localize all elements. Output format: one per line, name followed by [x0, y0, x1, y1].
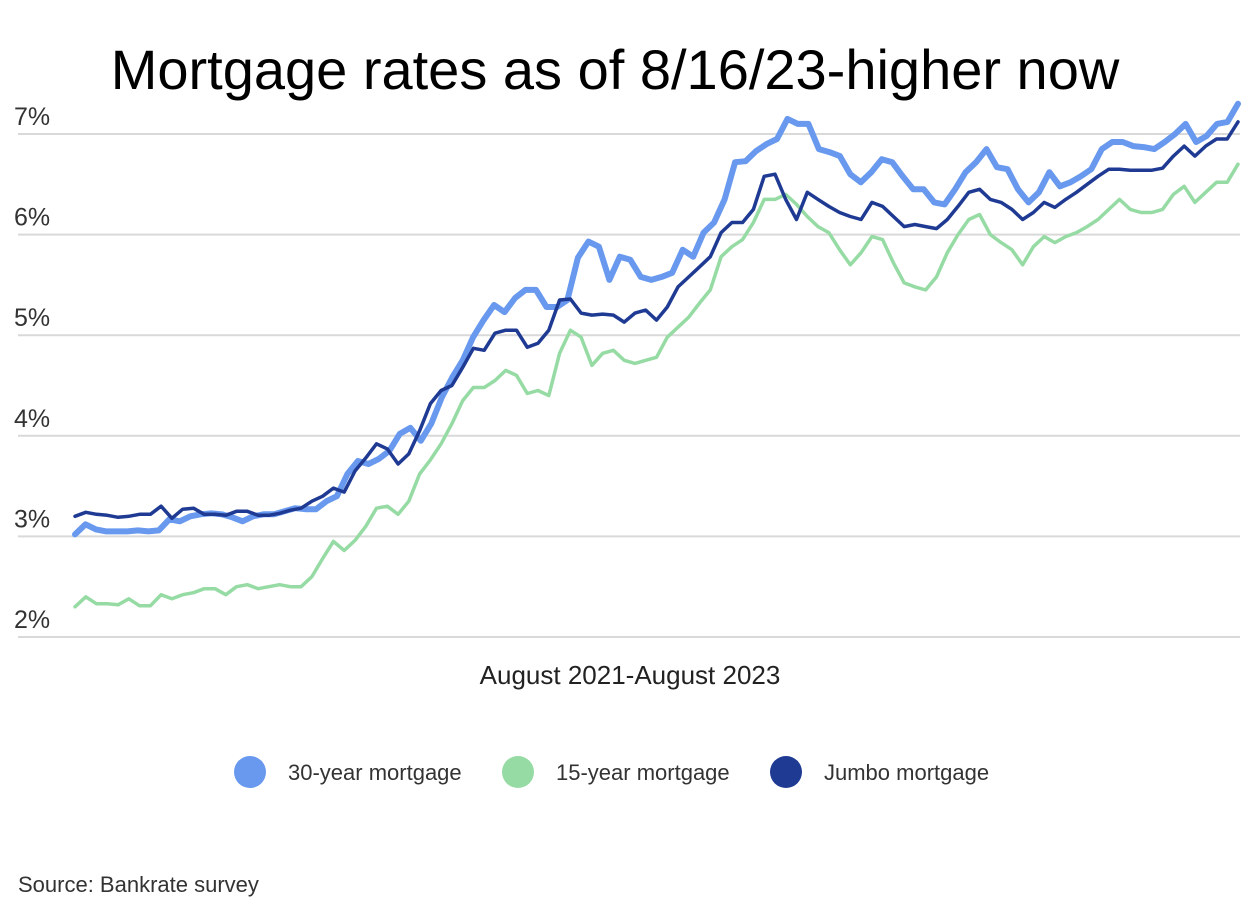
legend-marker [502, 756, 534, 788]
legend-label: 15-year mortgage [556, 760, 730, 785]
series-line-15-year-mortgage [73, 162, 1240, 609]
chart-title: Mortgage rates as of 8/16/23-higher now [111, 38, 1120, 101]
series-line-jumbo-mortgage [73, 120, 1240, 521]
y-tick-label: 7% [14, 103, 50, 131]
legend-marker [234, 756, 266, 788]
series-lines [72, 100, 1241, 609]
y-tick-label: 5% [14, 304, 50, 332]
legend-label: 30-year mortgage [288, 760, 462, 785]
y-axis-ticks: 2% 3% 4% 5% 6% 7% [14, 103, 50, 634]
y-tick-label: 4% [14, 405, 50, 433]
x-axis-label: August 2021-August 2023 [480, 660, 781, 690]
y-tick-label: 6% [14, 204, 50, 232]
y-tick-label: 2% [14, 606, 50, 634]
legend: 30-year mortgage 15-year mortgage Jumbo mo… [234, 756, 989, 788]
legend-marker [770, 756, 802, 788]
source-note: Source: Bankrate survey [18, 872, 259, 897]
gridlines [18, 133, 1240, 638]
y-tick-label: 3% [14, 505, 50, 533]
legend-label: Jumbo mortgage [824, 760, 989, 785]
